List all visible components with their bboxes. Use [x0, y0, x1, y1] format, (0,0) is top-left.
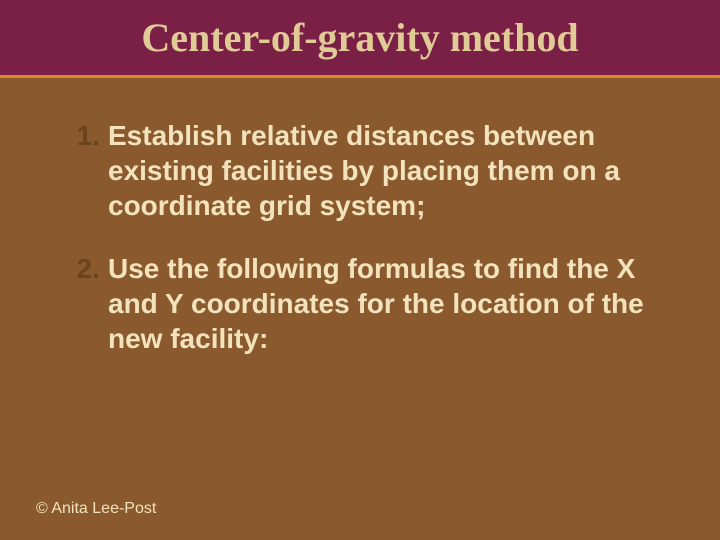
list-item: 1. Establish relative distances between … — [60, 118, 672, 223]
list-item-number: 1. — [60, 118, 100, 153]
list-item-text: Establish relative distances between exi… — [108, 120, 620, 221]
slide-body: 1. Establish relative distances between … — [0, 78, 720, 356]
ordered-list: 1. Establish relative distances between … — [60, 118, 672, 356]
list-item-number: 2. — [60, 251, 100, 286]
slide: Center-of-gravity method 1. Establish re… — [0, 0, 720, 540]
list-item: 2. Use the following formulas to find th… — [60, 251, 672, 356]
list-item-text: Use the following formulas to find the X… — [108, 253, 644, 354]
title-band: Center-of-gravity method — [0, 0, 720, 78]
slide-title: Center-of-gravity method — [141, 17, 578, 59]
copyright-footer: © Anita Lee-Post — [36, 500, 156, 518]
